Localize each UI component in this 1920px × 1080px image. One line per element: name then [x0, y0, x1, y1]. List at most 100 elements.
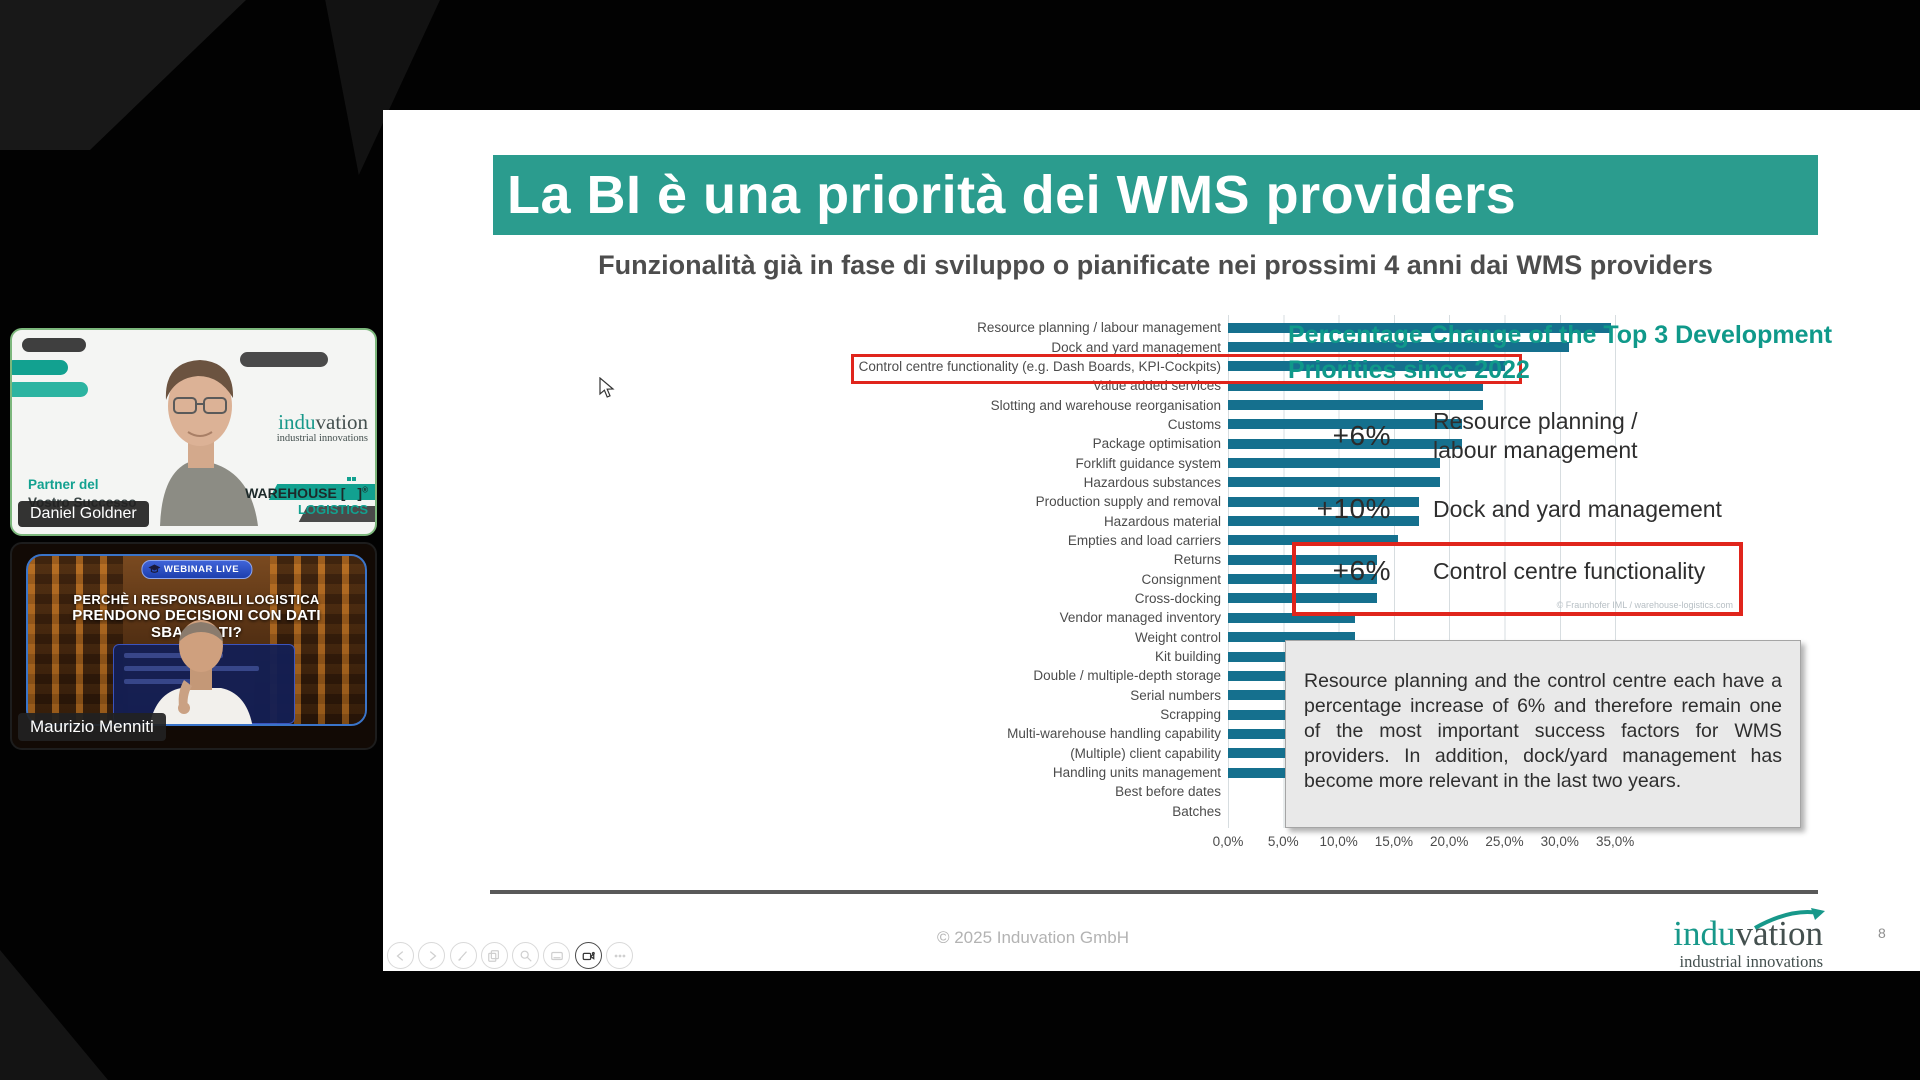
chart-bar	[1228, 438, 1463, 449]
chart-bar	[1228, 400, 1484, 411]
chart-bar	[1228, 670, 1335, 681]
x-axis-tick-label: 20,0%	[1430, 834, 1469, 849]
chart-row: Scrapping	[841, 705, 1641, 724]
chart-bar	[1228, 535, 1399, 546]
chart-row: Batches	[841, 802, 1641, 821]
zoom-button[interactable]	[512, 942, 540, 969]
x-axis-tick-label: 0,0%	[1212, 834, 1244, 849]
more-button[interactable]	[606, 942, 634, 969]
previous-slide-button[interactable]	[387, 942, 414, 969]
right-panel-heading: Percentage Change of the Top 3 Developme…	[1288, 321, 1833, 384]
x-axis-tick-label: 35,0%	[1595, 834, 1635, 849]
camera-icon	[582, 951, 595, 960]
participant-maurizio-figure	[149, 620, 253, 724]
chart-bar	[1228, 477, 1441, 488]
chart-x-axis: 0,0% 5,0% 10,0% 15,0% 20,0% 25,0% 30,0% 35,0%	[383, 110, 1920, 971]
chart-bar	[1228, 419, 1463, 430]
mouse-cursor	[599, 377, 615, 398]
graduation-cap-icon	[147, 564, 160, 573]
chart-bar	[1228, 767, 1293, 778]
priority-change-label: Control centre functionality	[1433, 557, 1706, 584]
webinar-banner: WEBINAR LIVE PERCHÈ I RESPONSABILI LOGIS…	[26, 554, 367, 726]
chart-bar	[1228, 612, 1356, 623]
chart-category-label: Forklift guidance system	[1075, 455, 1221, 471]
source-watermark: © Fraunhofer IML / warehouse-logistics.c…	[1556, 600, 1733, 610]
participant-name-daniel: Daniel Goldner	[18, 501, 149, 527]
chart-category-label: Multi-warehouse handling capability	[1007, 726, 1221, 742]
x-axis-tick-label: 10,0%	[1319, 834, 1358, 849]
chart-bar	[1228, 593, 1378, 604]
chart-row: Hazardous material	[841, 511, 1641, 530]
priority-change-label: Resource planning / labour management	[1433, 408, 1638, 463]
slide-title: La BI è una priorità dei WMS providers	[507, 165, 1517, 225]
chart-row: Package optimisation	[841, 434, 1641, 453]
overlay-graphic	[12, 382, 88, 397]
chart-category-label: (Multiple) client capability	[1070, 745, 1221, 761]
induvation-logo: induvation industrial innovations	[1658, 908, 1825, 972]
background-shape	[0, 950, 108, 1080]
x-axis-tick-label: 15,0%	[1374, 834, 1414, 849]
overlay-graphic	[22, 338, 86, 352]
pen-tool-button[interactable]	[449, 942, 477, 969]
x-axis-tick-label: 5,0%	[1267, 834, 1299, 849]
chart-category-label: Production supply and removal	[1035, 494, 1221, 510]
footer-divider	[490, 890, 1818, 894]
chart-row: Cross-docking	[841, 589, 1641, 608]
camera-button[interactable]	[574, 942, 602, 969]
chart-category-label: Hazardous material	[1103, 513, 1221, 529]
chart-category-label: Kit building	[1154, 649, 1221, 665]
magnifier-icon	[520, 950, 532, 962]
summary-note-text: Resource planning and the control centre…	[1304, 670, 1782, 792]
next-slide-button[interactable]	[418, 942, 446, 969]
chart-bar	[1228, 748, 1293, 759]
notes-icon	[551, 951, 563, 960]
priority-change-value: +6%	[1332, 555, 1391, 586]
chart-row: Slotting and warehouse reorganisation	[841, 395, 1641, 414]
x-axis-tick-label: 30,0%	[1540, 834, 1579, 849]
notes-button[interactable]	[543, 942, 571, 969]
chart-category-label: Control centre functionality (e.g. Dash …	[858, 358, 1221, 374]
chart-bar	[1228, 342, 1569, 353]
chart-bar	[1228, 632, 1356, 643]
chart-row: Production supply and removal	[841, 492, 1641, 511]
footer-copyright: © 2025 Induvation GmbH	[936, 928, 1130, 947]
chart-category-label: Hazardous substances	[1083, 474, 1221, 490]
participant-name-maurizio: Maurizio Menniti	[18, 713, 166, 741]
warehouse-logistics-logo: WAREHOUSE []® LOGISTICS	[218, 468, 368, 517]
chart-row: Customs	[841, 415, 1641, 434]
chart-category-label: Scrapping	[1160, 707, 1221, 723]
chart-row: Handling units management	[841, 763, 1641, 782]
chart-row: Control centre functionality (e.g. Dash …	[841, 357, 1641, 376]
background-shape	[0, 0, 246, 150]
chart-row: Vendor managed inventory	[841, 608, 1641, 627]
chart-highlight-box	[851, 354, 1522, 384]
chart-row: Multi-warehouse handling capability	[841, 724, 1641, 743]
slide-subtitle: Funzionalità già in fase di sviluppo o p…	[598, 250, 1713, 280]
logo-tagline: industrial innovations	[1679, 951, 1823, 971]
slides-overview-button[interactable]	[480, 942, 508, 969]
summary-note-box: Resource planning and the control centre…	[1285, 640, 1801, 828]
chart-category-label: Serial numbers	[1130, 687, 1221, 703]
chart-bar	[1228, 651, 1335, 662]
pen-icon	[458, 950, 468, 961]
induvation-overlay-logo: induvation industrial innovations	[276, 410, 368, 445]
chart-row: Forklift guidance system	[841, 453, 1641, 472]
participant-video-maurizio[interactable]: WEBINAR LIVE PERCHÈ I RESPONSABILI LOGIS…	[10, 542, 377, 750]
chart-row: Empties and load carriers	[841, 531, 1641, 550]
chart-bar	[1228, 728, 1293, 739]
webinar-live-badge: WEBINAR LIVE	[140, 560, 253, 579]
presentation-slide: La BI è una priorità dei WMS providers F…	[383, 110, 1920, 971]
participant-video-daniel[interactable]: induvation industrial innovations WAREHO…	[10, 328, 377, 536]
chart-category-label: Dock and yard management	[1051, 339, 1221, 355]
chart-row: Resource planning / labour management	[841, 318, 1641, 337]
overlay-graphic	[12, 360, 68, 375]
chart-category-label: Consignment	[1141, 571, 1221, 587]
chart-category-label: Cross-docking	[1134, 590, 1221, 606]
chart-bar	[1228, 690, 1314, 701]
priority-change-value: +6%	[1332, 419, 1391, 451]
chart-category-label: Best before dates	[1115, 784, 1221, 800]
chart-category-label: Empties and load carriers	[1067, 532, 1221, 548]
priority-change-label: Dock and yard management	[1433, 495, 1722, 522]
chart-bar	[1228, 458, 1441, 469]
chart-bar	[1228, 361, 1505, 372]
